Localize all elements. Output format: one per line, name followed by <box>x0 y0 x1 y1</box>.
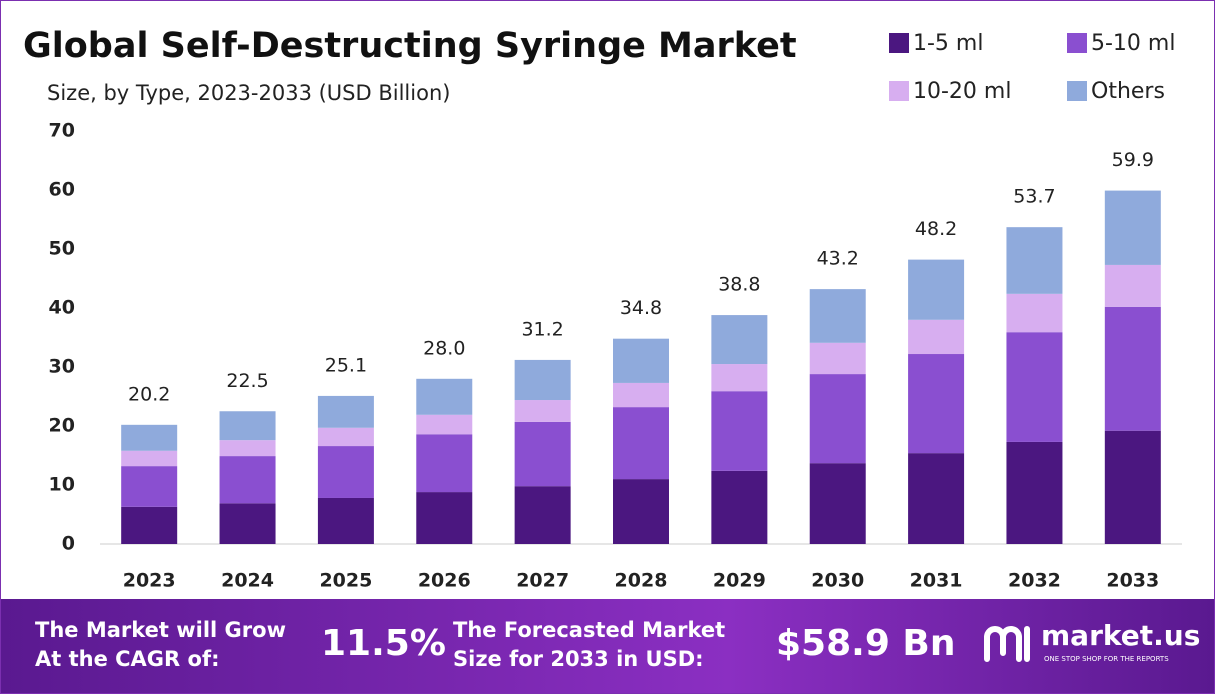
x-tick-label: 2026 <box>418 570 471 592</box>
total-label: 34.8 <box>620 297 662 319</box>
forecast-text: The Forecasted Market <box>453 618 726 642</box>
x-tick-label: 2029 <box>713 570 766 592</box>
bar-segment <box>809 289 866 343</box>
bar-segment <box>809 463 866 544</box>
bar-segment <box>1006 441 1063 544</box>
bar-segment <box>1104 264 1161 307</box>
brand-logo <box>984 626 1030 662</box>
bar-segment <box>317 427 374 447</box>
bar-segment <box>219 503 276 544</box>
chart-subtitle: Size, by Type, 2023-2033 (USD Billion) <box>47 81 450 105</box>
bar-segment <box>1104 430 1161 544</box>
x-tick-label: 2028 <box>615 570 668 592</box>
footer-banner: The Market will Grow At the CAGR of: 11.5… <box>1 599 1214 693</box>
bar-segment <box>809 342 866 375</box>
legend-swatch <box>889 33 909 53</box>
x-tick-label: 2032 <box>1008 570 1061 592</box>
y-tick-label: 70 <box>49 120 75 142</box>
y-tick-label: 50 <box>49 238 75 260</box>
bar-segment <box>613 382 669 408</box>
legend-label: 1-5 ml <box>913 31 983 56</box>
legend-label: 10-20 ml <box>913 79 1011 104</box>
tagline: ONE STOP SHOP FOR THE REPORTS <box>1044 655 1169 663</box>
total-label: 48.2 <box>915 218 957 240</box>
bar-segment <box>219 440 276 457</box>
total-label: 25.1 <box>325 354 367 376</box>
cagr-text: The Market will Grow <box>35 618 286 642</box>
x-tick-label: 2027 <box>516 570 569 592</box>
y-tick-label: 20 <box>49 415 75 437</box>
bar-segment <box>711 470 768 544</box>
bar-segment <box>514 400 571 422</box>
y-tick-label: 0 <box>62 533 75 555</box>
cagr-value: 11.5% <box>321 623 446 664</box>
bar-segment <box>613 407 669 480</box>
total-label: 38.8 <box>718 274 760 296</box>
bar-segment <box>908 354 965 454</box>
bar-segment <box>219 411 276 441</box>
cagr-text: At the CAGR of: <box>35 647 220 671</box>
bar-segment <box>1006 332 1063 442</box>
bar-segment <box>1104 306 1161 431</box>
bar-segment <box>613 338 669 383</box>
bar-segment <box>121 424 178 451</box>
bar-segment <box>711 315 768 365</box>
bar-segment <box>416 414 473 435</box>
bar-segment <box>317 446 374 498</box>
x-tick-label: 2024 <box>221 570 274 592</box>
bar-segment <box>1006 227 1063 294</box>
bar-segment <box>416 492 473 544</box>
y-tick-label: 10 <box>49 474 75 496</box>
bar-segment <box>908 453 965 544</box>
x-tick-label: 2033 <box>1106 570 1159 592</box>
bar-segment <box>416 434 473 493</box>
bar-segment <box>514 486 571 544</box>
chart: Global Self-Destructing Syringe Market S… <box>23 26 1182 592</box>
forecast-value: $58.9 Bn <box>776 623 956 664</box>
bar-segment <box>1006 293 1063 333</box>
x-tick-label: 2031 <box>910 570 963 592</box>
bar-segment <box>317 395 374 428</box>
total-label: 31.2 <box>521 318 563 340</box>
total-label: 53.7 <box>1013 186 1055 208</box>
bar-segment <box>121 466 178 507</box>
bar-segment <box>121 506 178 544</box>
bar-segment <box>711 391 768 471</box>
total-label: 59.9 <box>1112 149 1154 171</box>
legend-label: 5-10 ml <box>1091 31 1175 56</box>
x-tick-label: 2023 <box>123 570 176 592</box>
bar-segment <box>514 421 571 487</box>
y-tick-label: 60 <box>49 179 75 201</box>
brand: market.us <box>1041 619 1201 652</box>
x-tick-label: 2025 <box>319 570 372 592</box>
legend-swatch <box>1067 33 1087 53</box>
bar-segment <box>908 259 965 320</box>
total-label: 28.0 <box>423 337 465 359</box>
bar-segment <box>1104 190 1161 265</box>
total-label: 22.5 <box>226 370 268 392</box>
legend-swatch <box>1067 81 1087 101</box>
bar-segment <box>908 319 965 355</box>
total-label: 43.2 <box>817 248 859 270</box>
bar-segment <box>416 378 473 415</box>
legend-label: Others <box>1091 79 1165 104</box>
bar-segment <box>317 497 374 544</box>
total-label: 20.2 <box>128 383 170 405</box>
bar-segment <box>121 450 178 467</box>
y-tick-label: 40 <box>49 297 75 319</box>
y-tick-label: 30 <box>49 356 75 378</box>
forecast-text: Size for 2033 in USD: <box>453 647 704 671</box>
chart-title: Global Self-Destructing Syringe Market <box>23 26 797 66</box>
bar-segment <box>809 374 866 464</box>
bar-segment <box>219 456 276 504</box>
legend-swatch <box>889 81 909 101</box>
bar-segment <box>613 479 669 544</box>
bar-segment <box>514 359 571 401</box>
x-tick-label: 2030 <box>811 570 864 592</box>
bar-segment <box>711 364 768 392</box>
